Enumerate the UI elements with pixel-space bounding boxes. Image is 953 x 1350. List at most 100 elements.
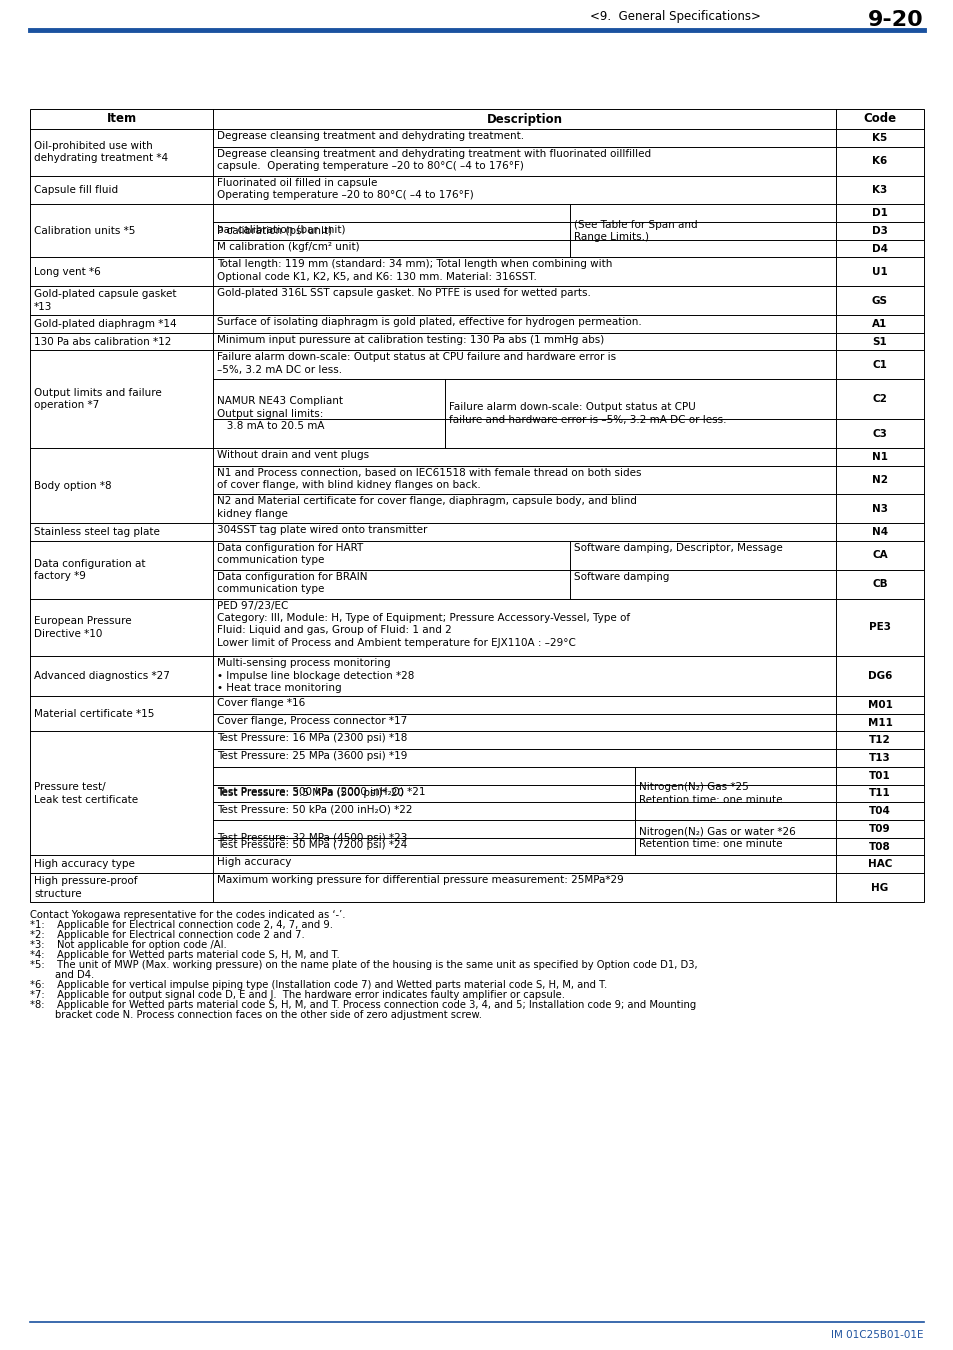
Text: GS: GS (871, 296, 887, 305)
Text: CA: CA (871, 551, 887, 560)
Text: Software damping, Descriptor, Message: Software damping, Descriptor, Message (574, 543, 781, 554)
Text: Software damping: Software damping (574, 572, 669, 582)
Text: Total length: 119 mm (standard: 34 mm); Total length when combining with
Optiona: Total length: 119 mm (standard: 34 mm); … (216, 259, 612, 282)
Text: D4: D4 (871, 243, 887, 254)
Text: *6:    Applicable for vertical impulse piping type (Installation code 7) and Wet: *6: Applicable for vertical impulse pipi… (30, 980, 607, 990)
Text: Degrease cleansing treatment and dehydrating treatment with fluorinated oillfill: Degrease cleansing treatment and dehydra… (216, 148, 651, 171)
Text: Contact Yokogawa representative for the codes indicated as ‘-’.: Contact Yokogawa representative for the … (30, 910, 345, 919)
Text: *1:    Applicable for Electrical connection code 2, 4, 7, and 9.: *1: Applicable for Electrical connection… (30, 919, 333, 930)
Text: P calibration (psi unit): P calibration (psi unit) (216, 225, 332, 236)
Text: Maximum working pressure for differential pressure measurement: 25MPa*29: Maximum working pressure for differentia… (216, 875, 623, 886)
Text: T08: T08 (868, 841, 890, 852)
Text: N2 and Material certificate for cover flange, diaphragm, capsule body, and blind: N2 and Material certificate for cover fl… (216, 497, 637, 518)
Text: High accuracy: High accuracy (216, 857, 291, 868)
Text: Without drain and vent plugs: Without drain and vent plugs (216, 450, 369, 460)
Text: bar calibration (bar unit): bar calibration (bar unit) (216, 224, 345, 234)
Text: N3: N3 (871, 504, 887, 514)
Text: N4: N4 (871, 526, 887, 537)
Text: Test Pressure: 32 MPa (4500 psi) *23: Test Pressure: 32 MPa (4500 psi) *23 (216, 833, 407, 842)
Text: European Pressure
Directive *10: European Pressure Directive *10 (34, 616, 132, 639)
Text: Calibration units *5: Calibration units *5 (34, 225, 135, 236)
Text: *2:    Applicable for Electrical connection code 2 and 7.: *2: Applicable for Electrical connection… (30, 930, 304, 940)
Text: Nitrogen(N₂) Gas or water *26
Retention time: one minute: Nitrogen(N₂) Gas or water *26 Retention … (639, 826, 795, 849)
Text: K5: K5 (871, 132, 886, 143)
Text: T11: T11 (868, 788, 890, 798)
Text: Long vent *6: Long vent *6 (34, 267, 101, 277)
Text: Test Pressure: 3.5 MPa (500 psi)* 20: Test Pressure: 3.5 MPa (500 psi)* 20 (216, 788, 403, 798)
Text: M11: M11 (866, 718, 891, 728)
Text: Fluorinated oil filled in capsule
Operating temperature –20 to 80°C( –4 to 176°F: Fluorinated oil filled in capsule Operat… (216, 177, 474, 200)
Text: Failure alarm down-scale: Output status at CPU
failure and hardware error is –5%: Failure alarm down-scale: Output status … (449, 402, 726, 425)
Text: N1 and Process connection, based on IEC61518 with female thread on both sides
of: N1 and Process connection, based on IEC6… (216, 467, 640, 490)
Text: C3: C3 (872, 428, 886, 439)
Text: HG: HG (870, 883, 887, 892)
Text: PE3: PE3 (868, 622, 890, 632)
Text: Data configuration for HART
communication type: Data configuration for HART communicatio… (216, 543, 363, 566)
Text: *3:    Not applicable for option code /AI.: *3: Not applicable for option code /AI. (30, 940, 227, 950)
Text: Test Pressure: 500 kPa (2000 inH₂O) *21: Test Pressure: 500 kPa (2000 inH₂O) *21 (216, 787, 425, 796)
Text: Data configuration for BRAIN
communication type: Data configuration for BRAIN communicati… (216, 572, 367, 594)
Text: Gold-plated diaphragm *14: Gold-plated diaphragm *14 (34, 319, 176, 329)
Text: Gold-plated 316L SST capsule gasket. No PTFE is used for wetted parts.: Gold-plated 316L SST capsule gasket. No … (216, 289, 590, 298)
Text: Cover flange *16: Cover flange *16 (216, 698, 305, 707)
Text: Test Pressure: 16 MPa (2300 psi) *18: Test Pressure: 16 MPa (2300 psi) *18 (216, 733, 407, 744)
Text: T12: T12 (868, 736, 890, 745)
Text: Material certificate *15: Material certificate *15 (34, 709, 154, 718)
Text: Advanced diagnostics *27: Advanced diagnostics *27 (34, 671, 170, 682)
Text: Test Pressure: 50 MPa (7200 psi) *24: Test Pressure: 50 MPa (7200 psi) *24 (216, 840, 407, 849)
Text: High accuracy type: High accuracy type (34, 860, 134, 869)
Text: CB: CB (871, 579, 887, 589)
Text: HAC: HAC (867, 860, 891, 869)
Text: IM 01C25B01-01E: IM 01C25B01-01E (831, 1330, 923, 1341)
Text: *4:    Applicable for Wetted parts material code S, H, M, and T.: *4: Applicable for Wetted parts material… (30, 950, 339, 960)
Text: 304SST tag plate wired onto transmitter: 304SST tag plate wired onto transmitter (216, 525, 427, 535)
Text: S1: S1 (872, 336, 886, 347)
Text: High pressure-proof
structure: High pressure-proof structure (34, 876, 137, 899)
Text: Nitrogen(N₂) Gas *25
Retention time: one minute: Nitrogen(N₂) Gas *25 Retention time: one… (639, 782, 781, 805)
Text: Degrease cleansing treatment and dehydrating treatment.: Degrease cleansing treatment and dehydra… (216, 131, 523, 140)
Text: 130 Pa abs calibration *12: 130 Pa abs calibration *12 (34, 336, 172, 347)
Text: PED 97/23/EC
Category: III, Module: H, Type of Equipment; Pressure Accessory-Ves: PED 97/23/EC Category: III, Module: H, T… (216, 601, 630, 648)
Text: DG6: DG6 (867, 671, 891, 682)
Text: T01: T01 (868, 771, 890, 780)
Text: N1: N1 (871, 452, 887, 462)
Text: D3: D3 (871, 225, 887, 236)
Text: Code: Code (862, 112, 896, 126)
Text: (See Table for Span and
Range Limits.): (See Table for Span and Range Limits.) (574, 220, 697, 242)
Text: T09: T09 (868, 824, 890, 834)
Text: Description: Description (486, 112, 562, 126)
Text: *5:    The unit of MWP (Max. working pressure) on the name plate of the housing : *5: The unit of MWP (Max. working pressu… (30, 960, 697, 971)
Text: Surface of isolating diaphragm is gold plated, effective for hydrogen permeation: Surface of isolating diaphragm is gold p… (216, 317, 641, 327)
Text: C1: C1 (872, 360, 886, 370)
Text: T13: T13 (868, 753, 890, 763)
Text: NAMUR NE43 Compliant
Output signal limits:
   3.8 mA to 20.5 mA: NAMUR NE43 Compliant Output signal limit… (216, 396, 343, 431)
Text: D1: D1 (871, 208, 887, 219)
Text: Minimum input puressure at calibration testing: 130 Pa abs (1 mmHg abs): Minimum input puressure at calibration t… (216, 335, 603, 344)
Text: Item: Item (107, 112, 136, 126)
Text: C2: C2 (872, 394, 886, 404)
Text: Multi-sensing process monitoring
• Impulse line blockage detection *28
• Heat tr: Multi-sensing process monitoring • Impul… (216, 659, 414, 693)
Text: Capsule fill fluid: Capsule fill fluid (34, 185, 118, 194)
Text: Oil-prohibited use with
dehydrating treatment *4: Oil-prohibited use with dehydrating trea… (34, 140, 168, 163)
Text: *7:    Applicable for output signal code D, E and J.  The hardware error indicat: *7: Applicable for output signal code D,… (30, 990, 564, 1000)
Text: K6: K6 (871, 157, 886, 166)
Text: Data configuration at
factory *9: Data configuration at factory *9 (34, 559, 146, 580)
Text: 9-20: 9-20 (867, 9, 923, 30)
Text: Cover flange, Process connector *17: Cover flange, Process connector *17 (216, 716, 407, 726)
Bar (30, 109, 923, 902)
Text: M01: M01 (866, 699, 891, 710)
Text: T04: T04 (868, 806, 890, 817)
Text: A1: A1 (871, 319, 886, 329)
Text: Test Pressure: 50 kPa (200 inH₂O) *22: Test Pressure: 50 kPa (200 inH₂O) *22 (216, 805, 412, 814)
Text: Body option *8: Body option *8 (34, 481, 112, 490)
Text: Gold-plated capsule gasket
*13: Gold-plated capsule gasket *13 (34, 289, 176, 312)
Text: bracket code N. Process connection faces on the other side of zero adjustment sc: bracket code N. Process connection faces… (30, 1010, 481, 1021)
Text: N2: N2 (871, 475, 887, 485)
Text: Failure alarm down-scale: Output status at CPU failure and hardware error is
–5%: Failure alarm down-scale: Output status … (216, 352, 616, 375)
Text: K3: K3 (871, 185, 886, 194)
Text: and D4.: and D4. (30, 971, 94, 980)
Text: Stainless steel tag plate: Stainless steel tag plate (34, 526, 160, 537)
Text: Pressure test/
Leak test certificate: Pressure test/ Leak test certificate (34, 782, 138, 805)
Text: Test Pressure: 25 MPa (3600 psi) *19: Test Pressure: 25 MPa (3600 psi) *19 (216, 751, 407, 761)
Text: Output limits and failure
operation *7: Output limits and failure operation *7 (34, 387, 162, 410)
